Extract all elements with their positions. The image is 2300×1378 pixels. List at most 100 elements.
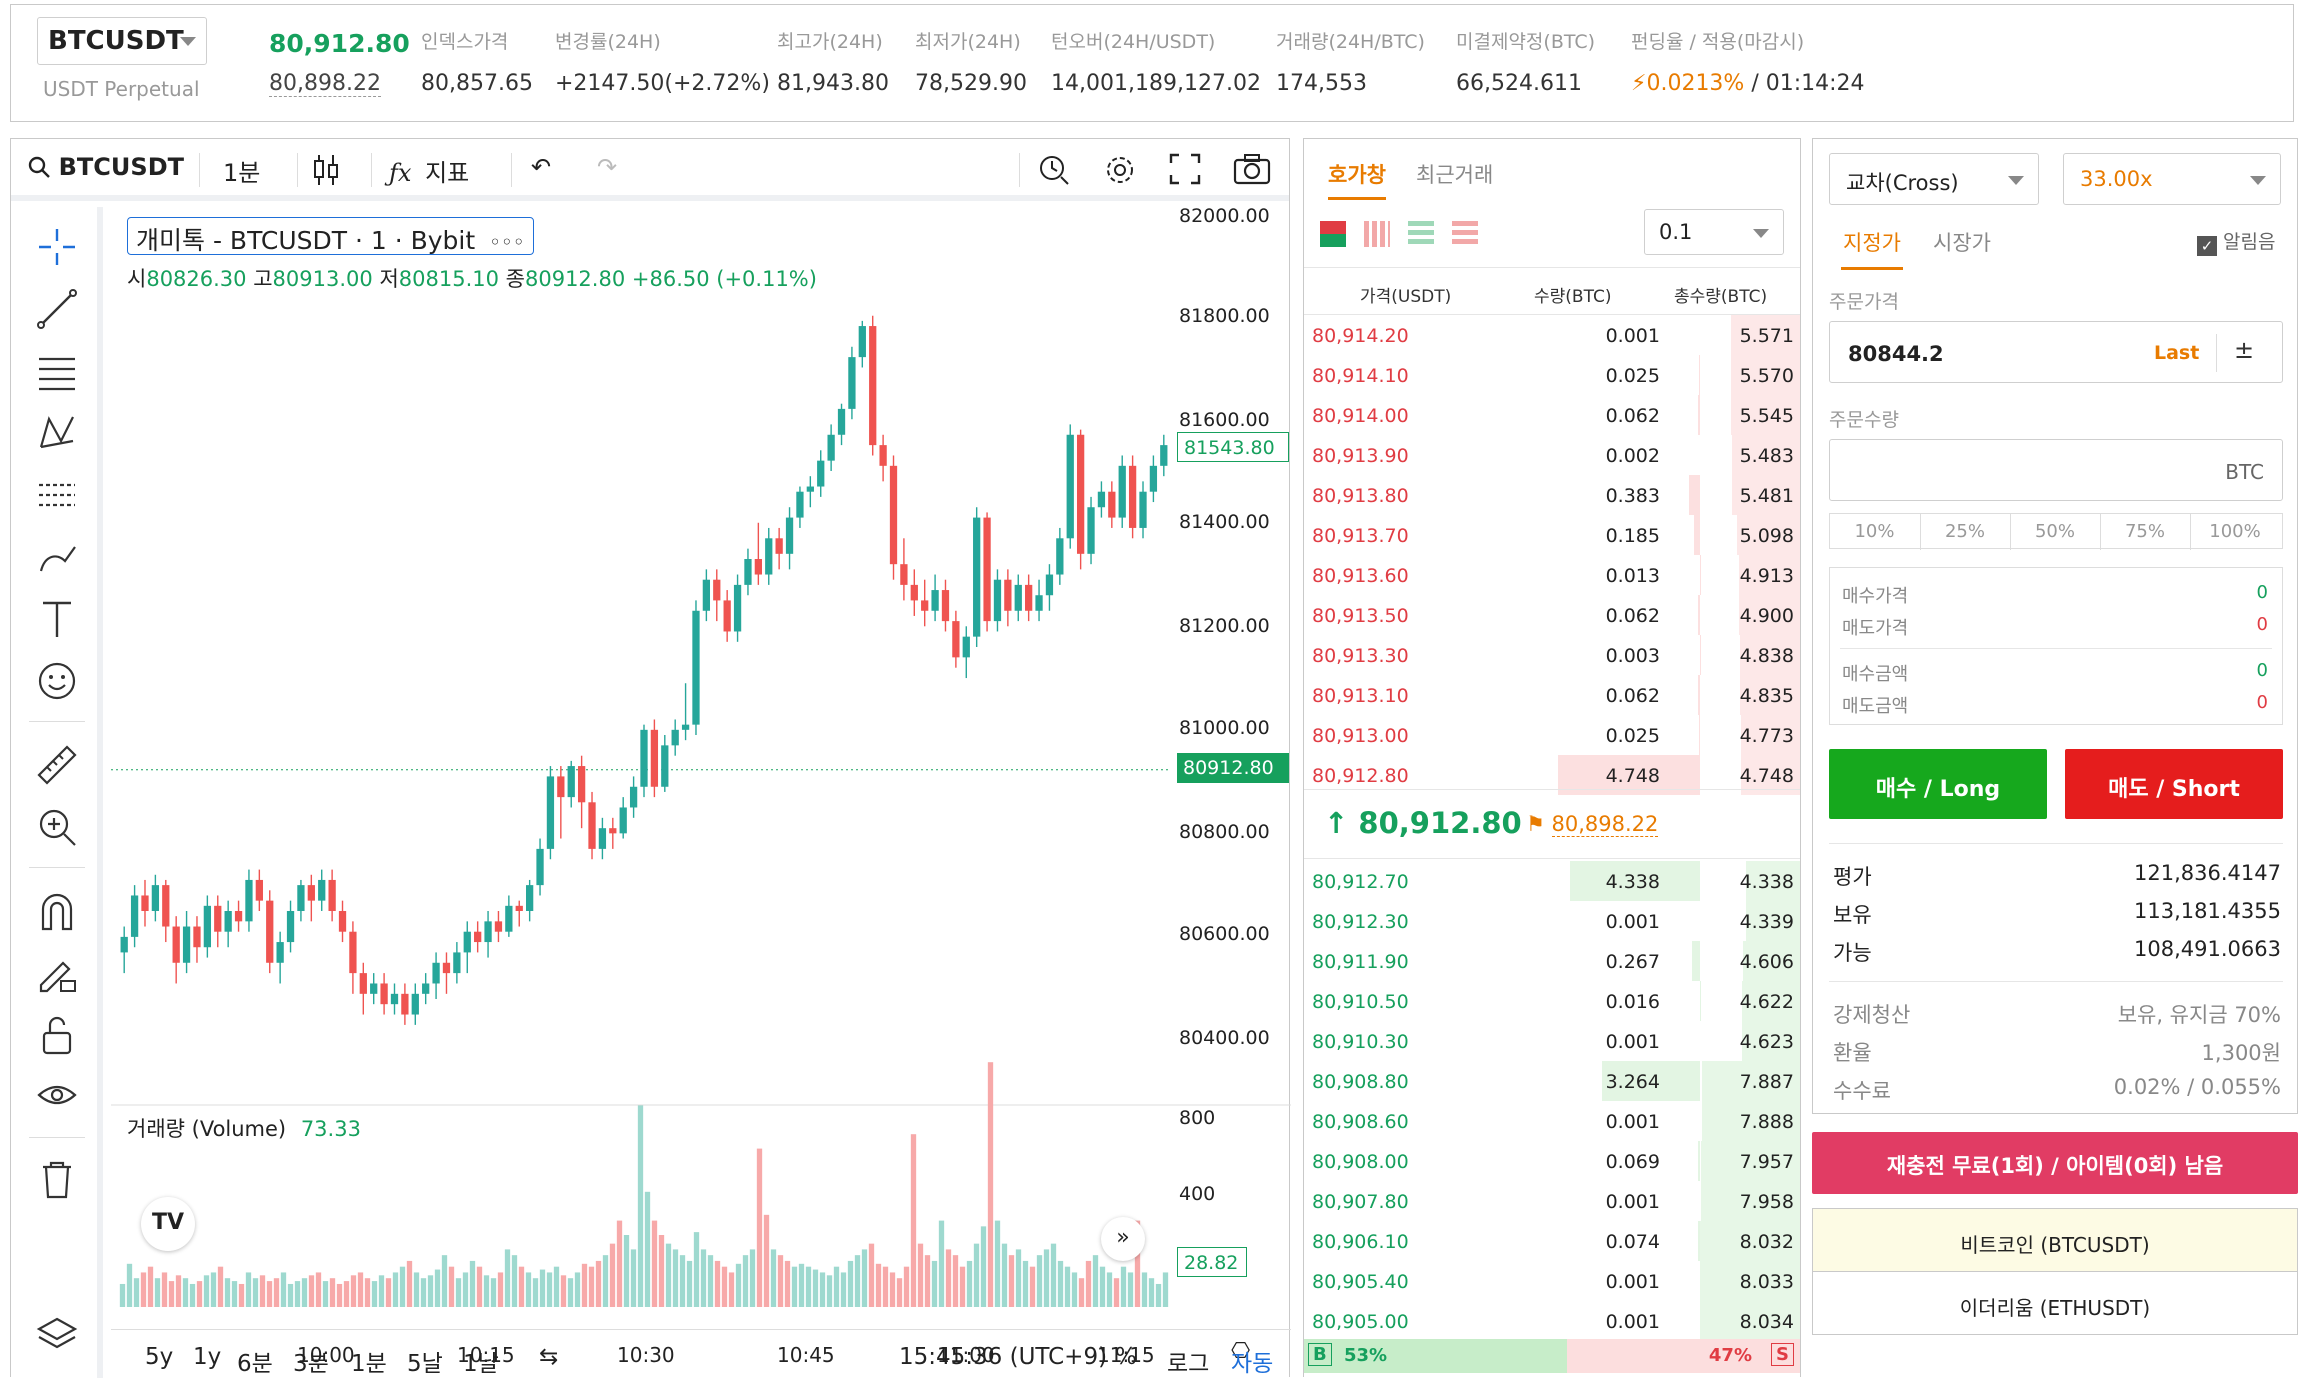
chart-view-icon[interactable]	[1364, 221, 1390, 247]
range-1y[interactable]: 1y	[193, 1344, 221, 1370]
margin-mode-select[interactable]: 교차(Cross)	[1829, 153, 2039, 205]
sell-short-button[interactable]: 매도 / Short	[2065, 749, 2283, 819]
both-sides-icon[interactable]	[1320, 221, 1346, 247]
scroll-right-icon[interactable]: »	[1101, 1217, 1145, 1261]
percent-25[interactable]: 25%	[1920, 514, 2009, 550]
symbol-selector[interactable]: BTCUSDT	[37, 17, 207, 65]
percent-75[interactable]: 75%	[2100, 514, 2189, 550]
row-qty: 0.025	[1606, 365, 1660, 387]
clock[interactable]: 15:45:36 (UTC+9)	[899, 1344, 1107, 1370]
trash-icon[interactable]	[35, 1157, 79, 1201]
pattern-icon[interactable]	[35, 411, 79, 455]
range-5d[interactable]: 5날	[407, 1344, 443, 1378]
buy-long-button[interactable]: 매수 / Long	[1829, 749, 2047, 819]
candlestick-chart[interactable]	[111, 207, 1291, 1329]
eye-icon[interactable]	[35, 1075, 79, 1119]
text-tool-icon[interactable]	[35, 597, 79, 641]
indicators-button[interactable]: ƒx 지표	[389, 153, 469, 188]
percent-toggle[interactable]: %	[1115, 1344, 1137, 1370]
plus-minus-icon[interactable]: ±	[2234, 336, 2254, 364]
range-1m[interactable]: 1분	[351, 1344, 387, 1378]
market-btcusdt[interactable]: 비트코인 (BTCUSDT)	[1812, 1208, 2298, 1272]
row-qty: 0.062	[1606, 405, 1660, 427]
row-qty: 0.062	[1606, 685, 1660, 707]
lock-drawing-icon[interactable]	[35, 951, 79, 995]
camera-icon[interactable]	[1233, 153, 1271, 191]
chart-symbol-search[interactable]: BTCUSDT	[27, 153, 184, 181]
unlock-icon[interactable]	[35, 1013, 79, 1057]
fullscreen-icon[interactable]	[1169, 153, 1201, 191]
bids-only-icon[interactable]	[1408, 221, 1434, 247]
zoom-in-icon[interactable]	[35, 805, 79, 849]
tab-limit[interactable]: 지정가	[1841, 227, 1903, 270]
settings-gear-icon[interactable]	[1103, 153, 1137, 193]
auto-toggle[interactable]: 자동	[1231, 1344, 1273, 1378]
volume-bar	[687, 1261, 692, 1307]
layers-icon[interactable]	[35, 1313, 79, 1357]
qty-input[interactable]: BTC	[1829, 439, 2283, 501]
chart-legend[interactable]: 개미톡 - BTCUSDT · 1 · Bybit ◦◦◦	[127, 217, 534, 255]
range-1d[interactable]: 1날	[463, 1344, 499, 1378]
percent-50[interactable]: 50%	[2010, 514, 2099, 550]
date-range-icon[interactable]: ⇆	[539, 1344, 558, 1370]
order-form: 교차(Cross) 33.00x 지정가 시장가 ✓ 알림음 주문가격 8084…	[1812, 138, 2298, 1377]
tab-orderbook[interactable]: 호가창	[1328, 159, 1386, 200]
trend-line-icon[interactable]	[35, 287, 79, 331]
leverage-select[interactable]: 33.00x	[2063, 153, 2281, 205]
interval-button[interactable]: 1분	[223, 153, 260, 188]
horizontal-lines-icon[interactable]	[35, 349, 79, 393]
checkbox-icon[interactable]: ✓	[2197, 236, 2217, 256]
alert-sound-toggle[interactable]: ✓ 알림음	[2197, 227, 2276, 256]
redo-icon[interactable]: ↷	[597, 153, 617, 181]
tradingview-logo[interactable]: TV	[141, 1197, 195, 1251]
range-3m[interactable]: 3분	[293, 1344, 329, 1378]
emoji-icon[interactable]	[35, 659, 79, 703]
asks-only-icon[interactable]	[1452, 221, 1478, 247]
tab-market[interactable]: 시장가	[1933, 227, 1991, 257]
candle-type-icon[interactable]	[311, 153, 341, 193]
magnet-icon[interactable]	[35, 889, 79, 933]
range-6m[interactable]: 6분	[237, 1344, 273, 1378]
undo-icon[interactable]: ↶	[531, 153, 551, 181]
tick-size-select[interactable]: 0.1	[1644, 209, 1784, 255]
tab-recent-trades[interactable]: 최근거래	[1416, 159, 1493, 189]
recharge-button[interactable]: 재충전 무료(1회) / 아이템(0회) 남음	[1812, 1132, 2298, 1194]
brush-icon[interactable]	[35, 535, 79, 579]
ruler-icon[interactable]	[35, 743, 79, 787]
percent-100[interactable]: 100%	[2190, 514, 2279, 550]
more-icon[interactable]: ◦◦◦	[489, 230, 524, 254]
percent-10[interactable]: 10%	[1830, 514, 1919, 550]
market-ethusdt[interactable]: 이더리움 (ETHUSDT)	[1812, 1271, 2298, 1335]
crosshair-icon[interactable]	[35, 225, 79, 269]
alert-icon[interactable]	[1037, 153, 1071, 193]
measure-lines-icon[interactable]	[35, 473, 79, 517]
price-input[interactable]: 80844.2 Last ±	[1829, 321, 2283, 383]
range-5y[interactable]: 5y	[145, 1344, 173, 1370]
last-price-button[interactable]: Last	[2154, 342, 2199, 364]
log-toggle[interactable]: 로그	[1167, 1344, 1209, 1378]
chart-plot-area[interactable]: 개미톡 - BTCUSDT · 1 · Bybit ◦◦◦ 시80826.30 …	[111, 207, 1291, 1378]
